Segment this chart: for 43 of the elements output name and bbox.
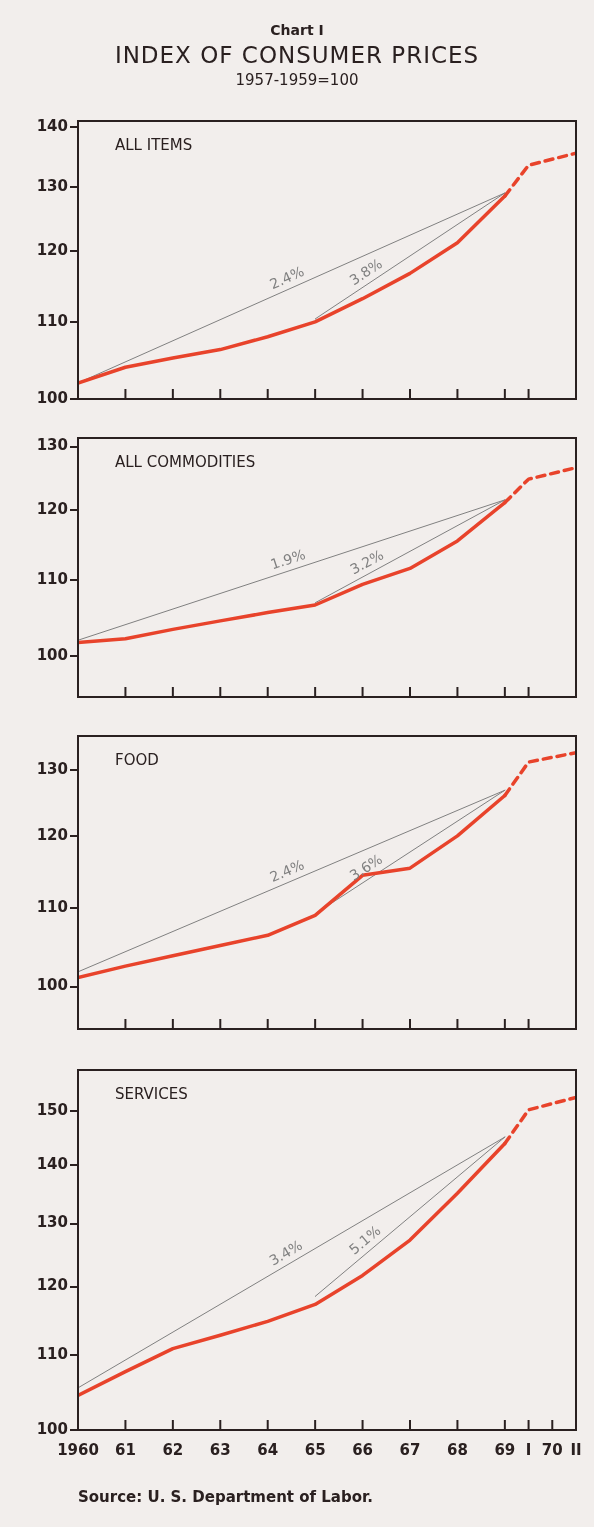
x-tick-label: 67 — [399, 1440, 421, 1459]
y-tick-label: 120 — [36, 241, 68, 260]
y-tick-label: 120 — [36, 1276, 68, 1295]
y-tick-label: 130 — [36, 1213, 68, 1232]
y-tick-label: 110 — [36, 897, 68, 916]
x-tick-label: 70 — [541, 1440, 563, 1459]
x-tick-label: 65 — [304, 1440, 326, 1459]
text: SERVICES — [115, 1085, 188, 1104]
y-tick-label: 120 — [36, 825, 68, 844]
x-tick-label: 63 — [209, 1440, 231, 1459]
y-tick-label: 110 — [36, 1344, 68, 1363]
text: Chart I — [269, 22, 325, 38]
x-tick-label: 61 — [114, 1440, 136, 1459]
y-tick-label: 130 — [36, 759, 68, 778]
x-tick-label: II — [570, 1440, 582, 1459]
x-tick-label: 66 — [352, 1440, 374, 1459]
y-tick-label: 130 — [36, 176, 68, 195]
x-tick-label: 64 — [257, 1440, 279, 1459]
x-tick-label: 62 — [162, 1440, 184, 1459]
source-note: Source: U. S. Department of Labor. — [78, 1488, 373, 1506]
x-tick-label: 69 — [494, 1440, 516, 1459]
y-tick-label: 100 — [36, 1419, 68, 1438]
text: 2.4% — [267, 263, 307, 293]
text: INDEX OF CONSUMER PRICES — [113, 42, 481, 68]
text: 1957-1959=100 — [234, 71, 360, 89]
y-tick-label: 140 — [36, 1155, 68, 1174]
text: 1.9% — [268, 546, 308, 573]
x-tick-label: 1960 — [57, 1440, 99, 1459]
y-tick-label: 100 — [36, 388, 68, 407]
text: FOOD — [115, 751, 159, 770]
x-tick-label: I — [525, 1440, 532, 1459]
y-tick-label: 110 — [36, 311, 68, 330]
y-tick-label: 100 — [36, 645, 68, 664]
y-tick-label: 150 — [36, 1100, 68, 1119]
y-tick-label: 140 — [36, 116, 68, 135]
y-tick-label: 110 — [36, 569, 68, 588]
y-tick-label: 100 — [36, 976, 68, 995]
x-tick-label: 68 — [446, 1440, 468, 1459]
text: ALL COMMODITIES — [115, 453, 256, 472]
text: 2.4% — [267, 856, 307, 885]
y-tick-label: 130 — [36, 436, 68, 455]
text: ALL ITEMS — [115, 136, 193, 155]
y-tick-label: 120 — [36, 500, 68, 519]
